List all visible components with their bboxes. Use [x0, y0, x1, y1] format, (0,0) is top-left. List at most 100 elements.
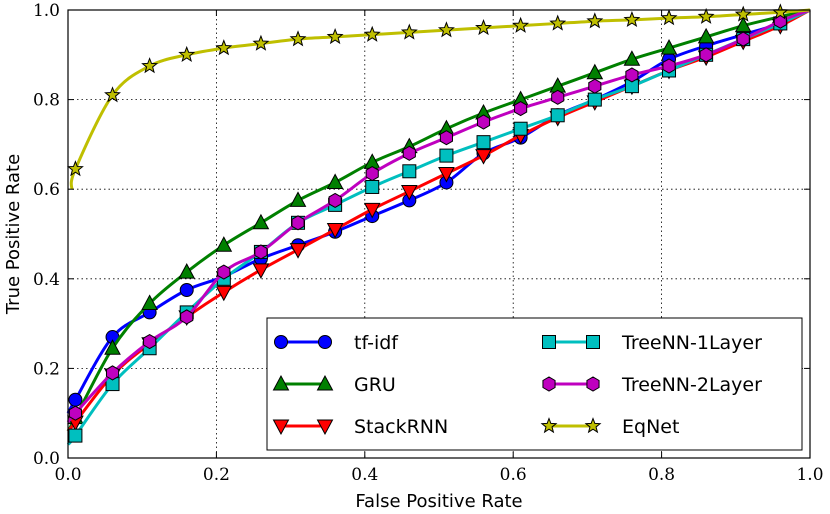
- y-tick-label: 0.6: [33, 180, 60, 200]
- data-point-treenn-2layer: [402, 145, 416, 161]
- x-tick-label: 1.0: [796, 465, 823, 485]
- legend-item-eqnet: EqNet: [540, 416, 679, 438]
- series-line-gru: [66, 8, 811, 432]
- data-point-treenn-2layer: [588, 78, 602, 94]
- legend-label: TreeNN-2Layer: [621, 374, 762, 396]
- data-point-tf-idf: [68, 392, 83, 407]
- data-point-stackrnn: [363, 202, 381, 219]
- legend-item-gru: GRU: [272, 374, 396, 396]
- data-point-eqnet: [512, 16, 530, 33]
- legend-box: [266, 317, 803, 451]
- data-point-treenn-2layer: [328, 192, 342, 208]
- x-tick-label: 0.0: [54, 465, 81, 485]
- data-point-eqnet: [660, 9, 678, 26]
- series-line-treenn-2layer: [66, 8, 811, 424]
- data-point-gru: [141, 294, 158, 310]
- series-layer: [66, 3, 811, 446]
- data-point-treenn-2layer: [217, 264, 231, 280]
- y-tick-label: 1.0: [33, 1, 60, 21]
- data-point-treenn-1layer: [513, 121, 528, 136]
- legend-label: StackRNN: [354, 416, 448, 438]
- data-point-treenn-2layer: [365, 165, 379, 182]
- data-point-eqnet: [363, 25, 381, 42]
- data-point-gru: [660, 39, 678, 55]
- data-point-stackrnn: [289, 243, 307, 259]
- data-point-eqnet: [697, 7, 715, 24]
- data-point-treenn-2layer: [143, 333, 157, 350]
- data-point-stackrnn: [326, 223, 344, 239]
- data-point-gru: [326, 173, 344, 189]
- data-point-treenn-2layer: [514, 100, 528, 117]
- data-point-treenn-2layer: [476, 114, 491, 130]
- data-point-eqnet: [252, 34, 270, 51]
- data-point-stackrnn: [252, 263, 270, 279]
- legend: tf-idf GRU StackRNN TreeNN-1Layer TreeNN-2La…: [266, 317, 803, 451]
- legend-item-stackrnn: StackRNN: [272, 416, 448, 438]
- legend-marker: [272, 419, 290, 436]
- legend-marker: [586, 376, 600, 392]
- data-point-eqnet: [400, 23, 418, 40]
- data-point-treenn-1layer: [550, 108, 565, 123]
- series-line-tf-idf: [66, 8, 811, 414]
- data-point-gru: [623, 50, 641, 66]
- data-point-eqnet: [104, 86, 121, 103]
- data-point-gru: [252, 213, 270, 230]
- data-point-stackrnn: [438, 167, 455, 183]
- x-tick-label: 0.8: [648, 465, 675, 485]
- y-tick-label: 0.8: [33, 91, 60, 111]
- legend-marker: [316, 419, 334, 436]
- legend-marker: [318, 335, 332, 349]
- data-point-treenn-1layer: [439, 148, 454, 163]
- data-point-treenn-1layer: [365, 179, 380, 194]
- data-point-treenn-2layer: [662, 58, 676, 74]
- legend-item-treenn-2layer: TreeNN-2Layer: [542, 374, 762, 396]
- data-point-treenn-2layer: [180, 309, 194, 325]
- series-eqnet: [66, 3, 811, 190]
- legend-label: tf-idf: [354, 332, 399, 354]
- legend-item-treenn-1layer: TreeNN-1Layer: [542, 332, 762, 354]
- data-point-treenn-1layer: [68, 428, 83, 443]
- data-point-eqnet: [289, 30, 307, 47]
- data-point-treenn-2layer: [736, 31, 750, 47]
- data-point-eqnet: [734, 5, 752, 22]
- x-tick-label: 0.4: [351, 465, 378, 485]
- data-point-stackrnn: [475, 149, 492, 165]
- data-point-treenn-2layer: [254, 244, 268, 260]
- x-tick-label: 0.6: [500, 465, 527, 485]
- data-point-eqnet: [326, 27, 344, 45]
- data-point-treenn-1layer: [476, 135, 491, 150]
- data-point-gru: [289, 191, 307, 207]
- legend-marker: [586, 335, 600, 349]
- axis-ticks: 0.0 0.2 0.4 0.6 0.8 1.0 0.0 0.2 0.4 0.6 0.8 1.0: [33, 1, 824, 485]
- data-point-eqnet: [141, 57, 159, 74]
- series-line-eqnet: [69, 8, 811, 190]
- data-point-eqnet: [66, 160, 84, 177]
- y-tick-label: 0.2: [33, 359, 60, 379]
- legend-marker: [274, 335, 288, 349]
- data-point-treenn-2layer: [68, 405, 82, 421]
- x-axis-label: False Positive Rate: [355, 491, 522, 512]
- legend-marker: [316, 374, 334, 391]
- data-point-gru: [104, 339, 121, 355]
- legend-label: EqNet: [622, 416, 679, 438]
- data-point-gru: [178, 263, 196, 279]
- data-point-treenn-2layer: [105, 365, 120, 381]
- y-tick-label: 0.4: [33, 270, 60, 290]
- data-point-tf-idf: [179, 283, 194, 297]
- data-point-gru: [697, 27, 715, 44]
- legend-marker: [584, 417, 602, 434]
- data-point-treenn-1layer: [587, 92, 602, 107]
- data-point-treenn-2layer: [625, 67, 639, 83]
- data-point-treenn-2layer: [551, 89, 565, 105]
- legend-item-tf-idf: tf-idf: [274, 332, 399, 354]
- legend-marker: [272, 374, 290, 391]
- data-point-stackrnn: [400, 184, 418, 201]
- legend-marker: [542, 335, 556, 349]
- y-tick-label: 0.0: [33, 449, 60, 469]
- data-point-treenn-2layer: [291, 215, 305, 231]
- legend-label: TreeNN-1Layer: [621, 332, 762, 354]
- data-point-treenn-2layer: [439, 130, 453, 146]
- series-treenn-2layer: [66, 8, 811, 424]
- data-point-eqnet: [586, 12, 604, 29]
